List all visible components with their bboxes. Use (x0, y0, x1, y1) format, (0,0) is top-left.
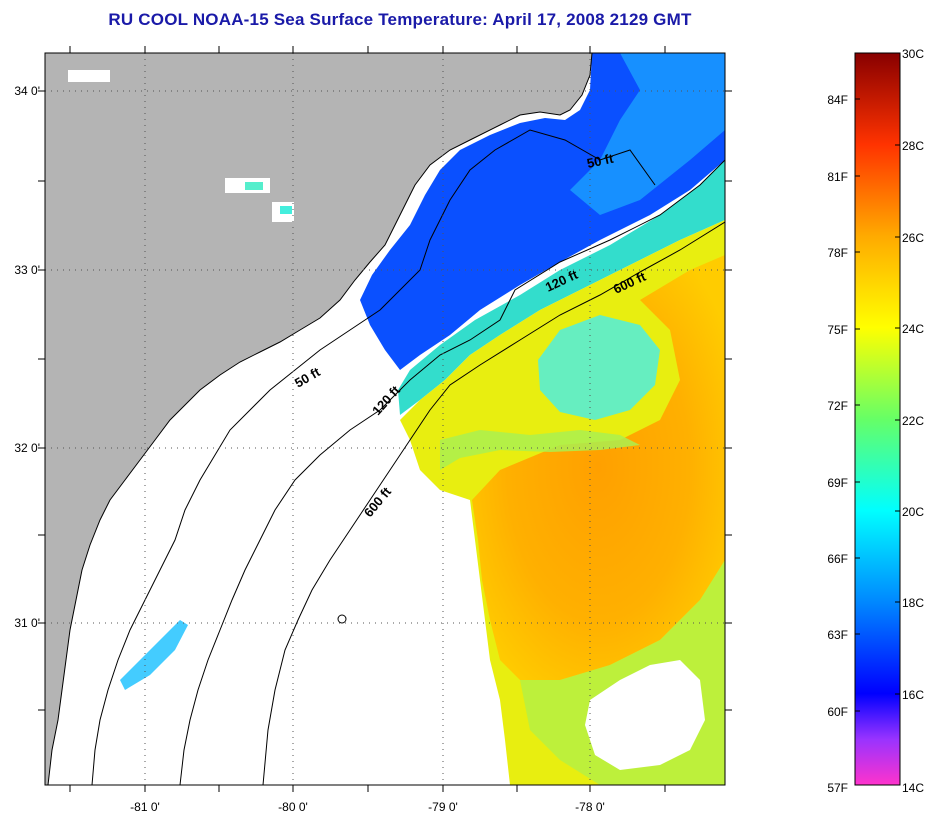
sst-green-filament (440, 430, 640, 470)
lat-label: 32 0' (14, 441, 40, 455)
inshore-cool-patch (120, 620, 188, 690)
graticule (45, 53, 725, 785)
lake-sst (280, 206, 292, 214)
map-frame (44, 52, 726, 786)
colorbar-f-label: 72F (827, 399, 848, 413)
colorbar-f-label: 63F (827, 628, 848, 642)
colorbar (854, 52, 901, 786)
seamount-contour (337, 614, 347, 624)
colorbar-f-label: 81F (827, 170, 848, 184)
colorbar-c-label: 20C (902, 505, 925, 519)
sst-gulf-stream-core (472, 255, 725, 680)
isobath-50ft-line (91, 129, 656, 785)
coastline (47, 53, 593, 785)
lon-label: -78 0' (575, 800, 605, 814)
sst-transition (398, 160, 725, 415)
colorbar-f-label: 78F (827, 246, 848, 260)
lat-label: 31 0' (14, 616, 40, 630)
colorbar-c-label: 22C (902, 414, 925, 428)
isobath-120ft-line (179, 159, 725, 785)
isobath-600ft-line (262, 221, 725, 785)
sst-cyan-eddy (538, 315, 660, 420)
colorbar-c-label: 28C (902, 139, 925, 153)
lon-label: -79 0' (428, 800, 458, 814)
colorbar-f-label: 60F (827, 705, 848, 719)
colorbar-f-label: 84F (827, 93, 848, 107)
axis-ticks (38, 46, 732, 792)
colorbar-c-label: 16C (902, 688, 925, 702)
colorbar-c-label: 18C (902, 596, 925, 610)
sst-mid-shelf (570, 53, 725, 215)
lat-label: 34 0' (14, 84, 40, 98)
cloud-spot (68, 70, 110, 82)
colorbar-c-label: 26C (902, 231, 925, 245)
cloud-patch-south (585, 660, 705, 770)
map-title: RU COOL NOAA-15 Sea Surface Temperature:… (108, 10, 692, 29)
colorbar-c-label: 24C (902, 322, 925, 336)
land-mass (45, 53, 592, 785)
colorbar-ticks (855, 98, 900, 712)
colorbar-f-label: 75F (827, 323, 848, 337)
colorbar-f-label: 57F (827, 781, 848, 795)
lon-label: -81 0' (130, 800, 160, 814)
colorbar-f-label: 69F (827, 476, 848, 490)
isobath-label: 50 ft (586, 151, 616, 171)
lake-sst (245, 182, 263, 190)
colorbar-c-label: 14C (902, 781, 925, 795)
colorbar-f-label: 66F (827, 552, 848, 566)
lon-label: -80 0' (278, 800, 308, 814)
lat-label: 33 0' (14, 263, 40, 277)
colorbar-c-label: 30C (902, 47, 925, 61)
